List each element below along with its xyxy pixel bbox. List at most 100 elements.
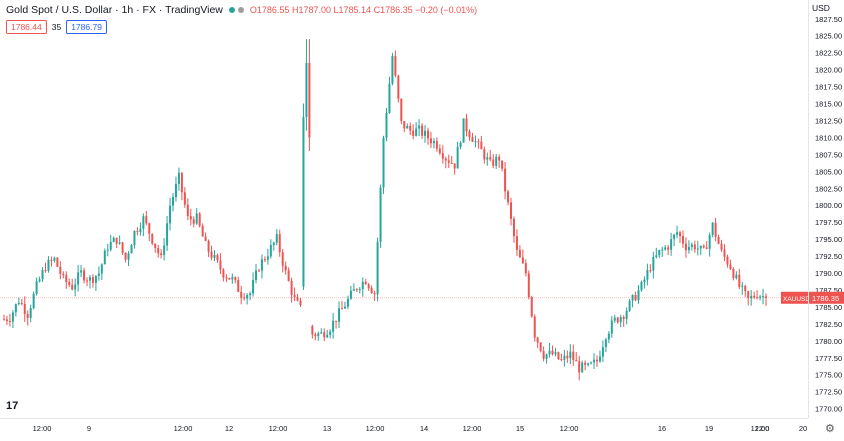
candle-body bbox=[670, 239, 673, 250]
candle-body bbox=[421, 125, 424, 136]
candle-body bbox=[554, 352, 557, 355]
gear-icon[interactable]: ⚙ bbox=[825, 423, 835, 435]
candle-body bbox=[587, 363, 590, 365]
candle-body bbox=[97, 273, 100, 276]
candle-body bbox=[415, 128, 418, 136]
candle-body bbox=[693, 244, 696, 250]
time-tick-label: 12:00 bbox=[560, 424, 579, 433]
candle-body bbox=[699, 245, 702, 249]
candle-body bbox=[646, 270, 649, 280]
candle-body bbox=[438, 148, 441, 154]
candle-body bbox=[213, 255, 216, 258]
candle-body bbox=[711, 222, 714, 235]
candle-body bbox=[364, 281, 367, 285]
candle-body bbox=[121, 242, 124, 253]
price-axis[interactable]: 1827.50 1825.00 1822.50 1820.00 1817.50 1815.… bbox=[777, 0, 844, 418]
price-tick-label: 1827.50 bbox=[815, 15, 842, 24]
time-tick-label: 12:00 bbox=[463, 424, 482, 433]
candle-body bbox=[204, 236, 207, 241]
candle-body bbox=[406, 125, 409, 129]
candle-body bbox=[593, 359, 596, 363]
candle-body bbox=[762, 296, 765, 298]
data-status-icon bbox=[237, 7, 244, 13]
candle-body bbox=[26, 314, 29, 318]
tradingview-logo[interactable]: 17 bbox=[6, 400, 19, 412]
candle-body bbox=[326, 334, 329, 338]
price-tick-label: 1815.00 bbox=[815, 100, 842, 109]
candle-body bbox=[702, 245, 705, 248]
candle-body bbox=[613, 317, 616, 321]
price-tick-label: 1807.50 bbox=[815, 150, 842, 159]
candle-body bbox=[536, 337, 539, 343]
candle-body bbox=[11, 312, 14, 322]
candle-body bbox=[118, 242, 121, 244]
candlestick-chart[interactable]: XAUUSD bbox=[0, 0, 810, 418]
candle-body bbox=[278, 234, 281, 253]
candle-body bbox=[610, 320, 613, 334]
candle-body bbox=[305, 62, 308, 118]
candle-body bbox=[225, 277, 228, 279]
candle-body bbox=[269, 245, 272, 257]
bid-ask-controls: 1786.44 35 1786.79 bbox=[6, 20, 107, 34]
candle-body bbox=[566, 355, 569, 359]
candle-body bbox=[157, 248, 160, 254]
candle-body bbox=[127, 253, 130, 260]
candle-body bbox=[192, 219, 195, 224]
candle-body bbox=[311, 326, 314, 335]
candle-body bbox=[219, 260, 222, 270]
candle-body bbox=[489, 157, 492, 160]
candle-body bbox=[459, 142, 462, 147]
candle-body bbox=[100, 264, 103, 274]
candle-body bbox=[729, 264, 732, 269]
candle-body bbox=[515, 236, 518, 250]
time-tick-label: 12:00 bbox=[174, 424, 193, 433]
candle-body bbox=[388, 83, 391, 113]
ohlc-low: L1785.14 bbox=[333, 5, 372, 15]
candle-body bbox=[590, 362, 593, 364]
candle-body bbox=[210, 251, 213, 258]
candle-body bbox=[346, 298, 349, 307]
candle-body bbox=[296, 297, 299, 301]
candle-body bbox=[548, 350, 551, 355]
candle-body bbox=[664, 247, 667, 250]
candle-body bbox=[3, 319, 5, 321]
candle-body bbox=[598, 356, 601, 362]
candle-body bbox=[50, 259, 53, 261]
candle-body bbox=[465, 118, 468, 132]
candle-body bbox=[687, 246, 690, 251]
candle-body bbox=[281, 252, 284, 266]
candle-body bbox=[154, 243, 157, 249]
price-tick-label: 1800.00 bbox=[815, 201, 842, 210]
candle-body bbox=[74, 284, 77, 290]
candle-body bbox=[29, 308, 32, 318]
time-tick-label: 12:00 bbox=[751, 424, 770, 433]
candle-body bbox=[753, 295, 756, 298]
ohlc-high: H1787.00 bbox=[291, 5, 331, 15]
time-tick-label: 14 bbox=[420, 424, 428, 433]
candle-body bbox=[228, 277, 231, 280]
buy-button[interactable]: 1786.79 bbox=[66, 20, 107, 34]
candle-body bbox=[400, 98, 403, 122]
candle-body bbox=[355, 289, 358, 291]
symbol-title[interactable]: Gold Spot / U.S. Dollar · 1h · FX · Trad… bbox=[6, 4, 223, 16]
price-tick-label: 1805.00 bbox=[815, 167, 842, 176]
time-axis-scale[interactable]: 12:00 9 12:00 12 12:00 13 12:00 14 12:00 15 12:00 1… bbox=[0, 419, 808, 436]
candle-body bbox=[133, 230, 136, 246]
candle-body bbox=[732, 268, 735, 279]
candle-body bbox=[756, 297, 759, 299]
candle-body bbox=[708, 234, 711, 249]
price-axis-scale[interactable]: 1827.50 1825.00 1822.50 1820.00 1817.50 1815.… bbox=[777, 0, 844, 418]
ohlc-open: O1786.55 bbox=[249, 5, 290, 15]
chart-area[interactable]: XAUUSD bbox=[0, 0, 810, 418]
candle-body bbox=[361, 281, 364, 290]
candle-body bbox=[103, 250, 106, 265]
candle-body bbox=[412, 130, 415, 136]
candle-body bbox=[317, 333, 320, 337]
sell-button[interactable]: 1786.44 bbox=[6, 20, 47, 34]
candle-body bbox=[681, 236, 684, 244]
candle-body bbox=[32, 293, 35, 309]
candle-body bbox=[308, 62, 311, 138]
currency-label[interactable]: USD bbox=[812, 3, 830, 13]
time-axis[interactable]: 12:00 9 12:00 12 12:00 13 12:00 14 12:00 15 12:00 1… bbox=[0, 418, 808, 436]
candle-body bbox=[358, 289, 361, 291]
